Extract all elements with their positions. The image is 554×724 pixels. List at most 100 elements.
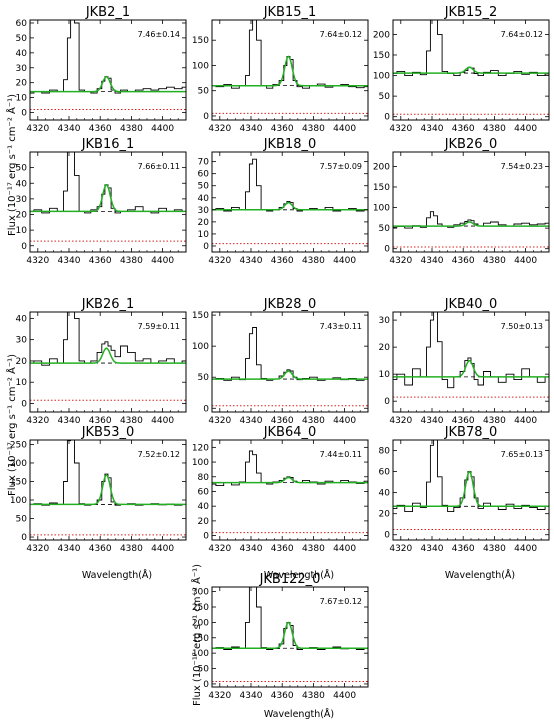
y-tick-label: 20 xyxy=(16,357,28,367)
y-tick-label: 40 xyxy=(379,489,391,499)
y-tick-label: 100 xyxy=(192,342,209,352)
observed-spectrum xyxy=(393,211,549,229)
x-tick-label: 4400 xyxy=(514,416,537,426)
gaussian-fit xyxy=(393,470,549,508)
x-tick-label: 4320 xyxy=(208,416,231,426)
y-tick-label: 40 xyxy=(198,194,210,204)
plot-area xyxy=(212,450,368,534)
y-tick-label: 0 xyxy=(21,109,27,119)
x-tick-label: 4340 xyxy=(421,256,444,266)
panel-annotation: 7.44±0.11 xyxy=(320,450,362,459)
y-tick-label: 150 xyxy=(192,36,209,46)
x-tick-label: 4380 xyxy=(483,544,506,554)
plot-area xyxy=(30,440,186,536)
x-tick-label: 4340 xyxy=(58,544,81,554)
x-tick-label: 4360 xyxy=(89,124,112,134)
x-tick-label: 4400 xyxy=(333,544,356,554)
spectrum-panel: JKB15_2 4320 4340 4360 4380 4400 0 50 100 150 200 7… xyxy=(373,5,550,134)
y-tick-label: 0 xyxy=(203,112,209,122)
x-axis-label-bottom: Wavelength(Å) xyxy=(264,708,334,720)
gaussian-fit xyxy=(30,183,186,213)
x-tick-label: 4320 xyxy=(26,544,49,554)
panel-annotation: 7.54±0.23 xyxy=(501,162,543,171)
spectrum-panel: JKB53_0 4320 4340 4360 4380 4400 0 50 100 150 200 2… xyxy=(10,425,187,554)
y-axis-label-top: Flux (10⁻¹⁷ erg s⁻¹ cm⁻² Å⁻¹) xyxy=(5,94,18,236)
x-tick-label: 4340 xyxy=(240,124,263,134)
x-tick-label: 4340 xyxy=(58,256,81,266)
x-tick-label: 4360 xyxy=(452,124,475,134)
x-tick-label: 4360 xyxy=(89,416,112,426)
x-tick-label: 4360 xyxy=(89,544,112,554)
x-tick-label: 4400 xyxy=(514,256,537,266)
x-tick-label: 4340 xyxy=(240,256,263,266)
panel-title: JKB26_1 xyxy=(81,297,135,312)
panel-annotation: 7.64±0.12 xyxy=(320,30,362,39)
x-tick-label: 4360 xyxy=(89,256,112,266)
x-tick-label: 4380 xyxy=(120,256,143,266)
y-tick-label: 100 xyxy=(192,61,209,71)
y-tick-label: 20 xyxy=(198,517,210,527)
panel-title: JKB18_0 xyxy=(263,137,317,152)
gaussian-fit xyxy=(212,55,368,87)
y-tick-label: 0 xyxy=(203,680,209,690)
gaussian-fit xyxy=(212,621,368,649)
x-tick-label: 4380 xyxy=(302,691,325,701)
y-tick-label: 100 xyxy=(10,496,27,506)
x-tick-label: 4340 xyxy=(240,544,263,554)
y-axis-label-bottom: Flux (10⁻¹⁷ erg s⁻¹ cm⁻² Å⁻¹) xyxy=(190,564,203,706)
y-tick-label: 40 xyxy=(16,179,28,189)
panel-title: JKB2_1 xyxy=(85,5,130,20)
x-tick-label: 4340 xyxy=(58,124,81,134)
x-tick-label: 4380 xyxy=(302,256,325,266)
y-tick-label: 30 xyxy=(16,64,28,74)
x-tick-label: 4320 xyxy=(389,124,412,134)
x-tick-label: 4360 xyxy=(452,544,475,554)
y-tick-label: 0 xyxy=(21,533,27,543)
x-tick-label: 4360 xyxy=(271,256,294,266)
spectrum-panel: JKB40_0 4320 4340 4360 4380 4400 0 10 20 30 7.50±0… xyxy=(379,297,550,426)
y-tick-label: 50 xyxy=(198,665,210,675)
y-tick-label: 250 xyxy=(192,603,209,613)
y-tick-label: 150 xyxy=(192,311,209,321)
y-tick-label: 40 xyxy=(16,49,28,59)
gaussian-fit xyxy=(212,370,368,380)
gaussian-fit xyxy=(393,221,549,227)
y-tick-label: 30 xyxy=(16,195,28,205)
y-tick-label: 30 xyxy=(16,336,28,346)
y-tick-label: 60 xyxy=(16,19,28,29)
x-tick-label: 4380 xyxy=(483,124,506,134)
plot-area xyxy=(30,312,186,401)
x-tick-label: 4320 xyxy=(389,256,412,266)
panel-title: JKB15_1 xyxy=(263,5,317,20)
x-tick-label: 4320 xyxy=(389,416,412,426)
y-tick-label: 200 xyxy=(10,459,27,469)
y-tick-label: 100 xyxy=(192,649,209,659)
spectrum-panel: JKB122_0 4320 4340 4360 4380 4400 0 50 100 150 200… xyxy=(192,572,369,701)
y-tick-label: 10 xyxy=(16,226,28,236)
y-tick-label: 10 xyxy=(379,370,391,380)
panel-title: JKB53_0 xyxy=(81,425,135,440)
panel-title: JKB78_0 xyxy=(444,425,498,440)
x-tick-label: 4400 xyxy=(333,124,356,134)
panel-title: JKB26_0 xyxy=(444,137,498,152)
x-tick-label: 4360 xyxy=(452,416,475,426)
panel-annotation: 7.65±0.13 xyxy=(501,450,543,459)
x-tick-label: 4340 xyxy=(421,416,444,426)
x-tick-label: 4400 xyxy=(151,544,174,554)
y-tick-label: 150 xyxy=(373,183,390,193)
x-tick-label: 4320 xyxy=(208,691,231,701)
x-tick-label: 4360 xyxy=(452,256,475,266)
y-tick-label: 20 xyxy=(198,218,210,228)
y-tick-label: 50 xyxy=(16,164,28,174)
y-tick-label: 120 xyxy=(192,443,209,453)
panel-annotation: 7.64±0.12 xyxy=(501,30,543,39)
x-tick-label: 4400 xyxy=(151,256,174,266)
y-tick-label: 10 xyxy=(198,230,210,240)
plot-area xyxy=(393,211,549,248)
x-tick-label: 4380 xyxy=(120,124,143,134)
panel-annotation: 7.50±0.13 xyxy=(501,322,543,331)
gaussian-fit xyxy=(393,359,549,378)
y-tick-label: 50 xyxy=(198,373,210,383)
panel-annotation: 7.57±0.09 xyxy=(320,162,362,171)
panel-annotation: 7.66±0.11 xyxy=(138,162,180,171)
